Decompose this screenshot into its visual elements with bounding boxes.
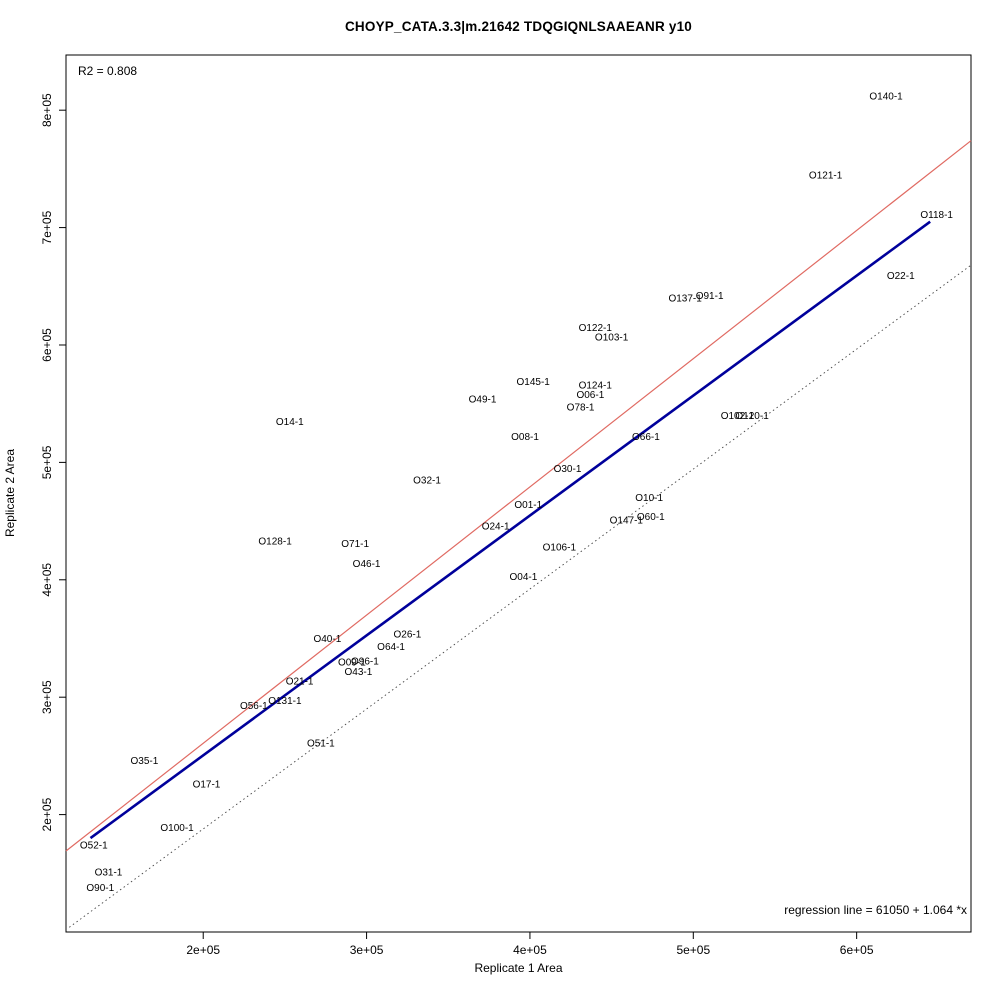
point-label: O121-1 bbox=[809, 170, 843, 181]
point-label: O147-1 bbox=[610, 515, 644, 526]
point-label: O145-1 bbox=[517, 377, 551, 388]
point-label: O91-1 bbox=[696, 291, 724, 302]
point-label: O26-1 bbox=[394, 629, 422, 640]
point-label: O106-1 bbox=[543, 542, 577, 553]
point-label: O46-1 bbox=[353, 559, 381, 570]
fit-line-blue bbox=[89, 220, 931, 840]
x-tick-label: 3e+05 bbox=[350, 943, 384, 957]
point-label: O120-1 bbox=[735, 411, 769, 422]
point-label: O122-1 bbox=[579, 323, 613, 334]
plot-border bbox=[65, 54, 972, 933]
point-label: O30-1 bbox=[554, 464, 582, 475]
point-label: O90-1 bbox=[86, 883, 114, 894]
point-label: O32-1 bbox=[413, 475, 441, 486]
point-label: O08-1 bbox=[511, 432, 539, 443]
point-label: O01-1 bbox=[514, 500, 542, 511]
point-label: O24-1 bbox=[482, 521, 510, 532]
point-label: O17-1 bbox=[193, 780, 221, 791]
point-label: O118-1 bbox=[920, 210, 953, 221]
x-tick-label: 4e+05 bbox=[513, 943, 547, 957]
point-label: O09-1 bbox=[338, 657, 366, 668]
point-label: O52-1 bbox=[80, 841, 108, 852]
point-label: O131-1 bbox=[268, 696, 302, 707]
x-axis-title: Replicate 1 Area bbox=[474, 961, 563, 975]
regression-line-red bbox=[65, 140, 972, 852]
point-label: O56-1 bbox=[240, 701, 268, 712]
point-label: O60-1 bbox=[637, 512, 665, 523]
y-tick-label: 3e+05 bbox=[40, 680, 54, 714]
y-tick-label: 5e+05 bbox=[40, 445, 54, 479]
y-tick-label: 7e+05 bbox=[40, 210, 54, 244]
point-label: O100-1 bbox=[160, 823, 194, 834]
point-label: O31-1 bbox=[95, 868, 123, 879]
point-label: O102-1 bbox=[721, 411, 755, 422]
point-label: O71-1 bbox=[341, 539, 369, 550]
x-tick-label: 6e+05 bbox=[840, 943, 874, 957]
point-label: O14-1 bbox=[276, 417, 304, 428]
y-tick-label: 2e+05 bbox=[40, 797, 54, 831]
point-label: O10-1 bbox=[635, 493, 663, 504]
point-label: O103-1 bbox=[595, 332, 629, 343]
point-label: O96-1 bbox=[351, 656, 379, 667]
point-label: O43-1 bbox=[345, 667, 373, 678]
x-tick-label: 5e+05 bbox=[676, 943, 710, 957]
point-label: O04-1 bbox=[510, 572, 538, 583]
chart-title: CHOYP_CATA.3.3|m.21642 TDQGIQNLSAAEANR y… bbox=[344, 19, 693, 34]
point-label: O140-1 bbox=[869, 92, 903, 103]
point-label: O66-1 bbox=[632, 432, 660, 443]
point-label: O40-1 bbox=[313, 634, 341, 645]
r-squared-annotation: R2 = 0.808 bbox=[78, 64, 138, 78]
point-label: O49-1 bbox=[469, 394, 497, 405]
point-label: O78-1 bbox=[567, 403, 595, 414]
point-label: O06-1 bbox=[576, 390, 604, 401]
point-label: O124-1 bbox=[579, 380, 613, 391]
dotted-reference-line bbox=[69, 264, 972, 928]
y-tick-label: 6e+05 bbox=[40, 328, 54, 362]
point-label: O35-1 bbox=[131, 756, 159, 767]
point-label: O128-1 bbox=[258, 537, 292, 548]
point-label: O22-1 bbox=[887, 271, 915, 282]
point-label: O21-1 bbox=[286, 676, 314, 687]
x-tick-label: 2e+05 bbox=[186, 943, 220, 957]
y-tick-label: 8e+05 bbox=[40, 93, 54, 127]
point-label: O137-1 bbox=[668, 294, 702, 305]
point-label: O64-1 bbox=[377, 642, 405, 653]
point-label: O51-1 bbox=[307, 738, 335, 749]
regression-equation-annotation: regression line = 61050 + 1.064 *x bbox=[784, 903, 967, 917]
y-tick-label: 4e+05 bbox=[40, 563, 54, 597]
